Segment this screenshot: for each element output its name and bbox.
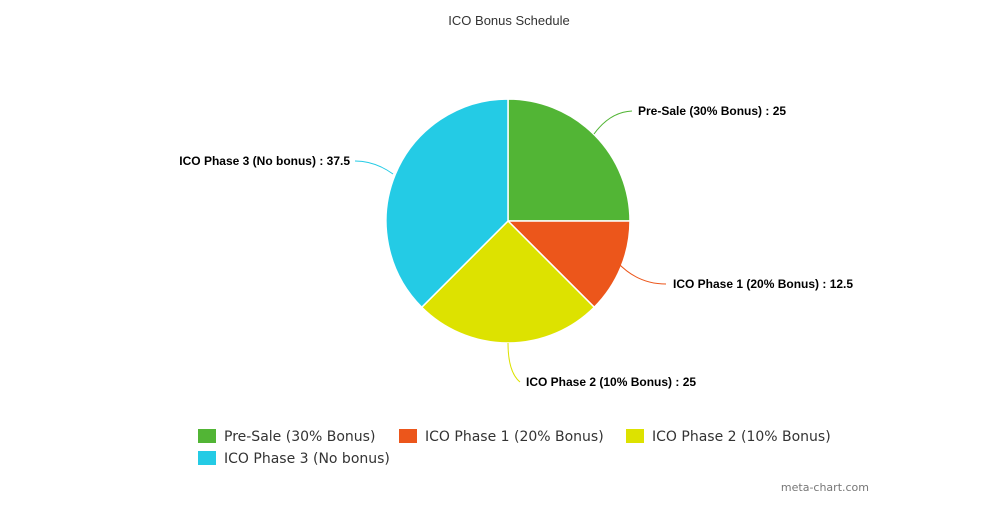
pie-slice-ico-phase-1-20-bonus[interactable] — [506, 220, 631, 309]
pie-slice-ico-phase-2-10-bonus[interactable] — [420, 219, 596, 344]
legend-swatch — [626, 429, 644, 443]
credit-text: meta-chart.com — [781, 481, 869, 494]
pie-slice-pre-sale-30-bonus[interactable] — [507, 98, 631, 222]
legend-item-ico-phase-2-10-bonus[interactable]: ICO Phase 2 (10% Bonus) — [626, 429, 831, 445]
chart-title: ICO Bonus Schedule — [448, 13, 569, 28]
label-connectors — [354, 110, 667, 383]
legend-swatch — [399, 429, 417, 443]
legend-item-ico-phase-1-20-bonus[interactable]: ICO Phase 1 (20% Bonus) — [399, 429, 604, 445]
data-label-ico-phase-2-10-bonus: ICO Phase 2 (10% Bonus) : 25 — [526, 375, 696, 389]
data-label-ico-phase-1-20-bonus: ICO Phase 1 (20% Bonus) : 12.5 — [673, 277, 853, 291]
legend: Pre-Sale (30% Bonus) ICO Phase 1 (20% Bon… — [198, 429, 831, 467]
pie-slices — [385, 98, 631, 344]
pie-slice-ico-phase-3-no-bonus[interactable] — [385, 98, 509, 309]
legend-label: ICO Phase 1 (20% Bonus) — [425, 429, 604, 445]
label-connector-ico-phase-1-20-bonus — [617, 262, 667, 285]
legend-item-ico-phase-3-no-bonus[interactable]: ICO Phase 3 (No bonus) — [198, 451, 390, 467]
legend-item-pre-sale-30-bonus[interactable]: Pre-Sale (30% Bonus) — [198, 429, 375, 445]
label-connector-pre-sale-30-bonus — [593, 110, 633, 135]
legend-label: ICO Phase 3 (No bonus) — [224, 451, 390, 467]
legend-swatch — [198, 429, 216, 443]
label-connector-ico-phase-2-10-bonus — [507, 342, 521, 383]
data-labels: Pre-Sale (30% Bonus) : 25 ICO Phase 1 (20… — [179, 104, 853, 389]
label-connector-ico-phase-3-no-bonus — [354, 160, 394, 175]
legend-label: ICO Phase 2 (10% Bonus) — [652, 429, 831, 445]
data-label-ico-phase-3-no-bonus: ICO Phase 3 (No bonus) : 37.5 — [179, 154, 350, 168]
data-label-pre-sale-30-bonus: Pre-Sale (30% Bonus) : 25 — [638, 104, 786, 118]
legend-label: Pre-Sale (30% Bonus) — [224, 429, 375, 445]
legend-swatch — [198, 451, 216, 465]
